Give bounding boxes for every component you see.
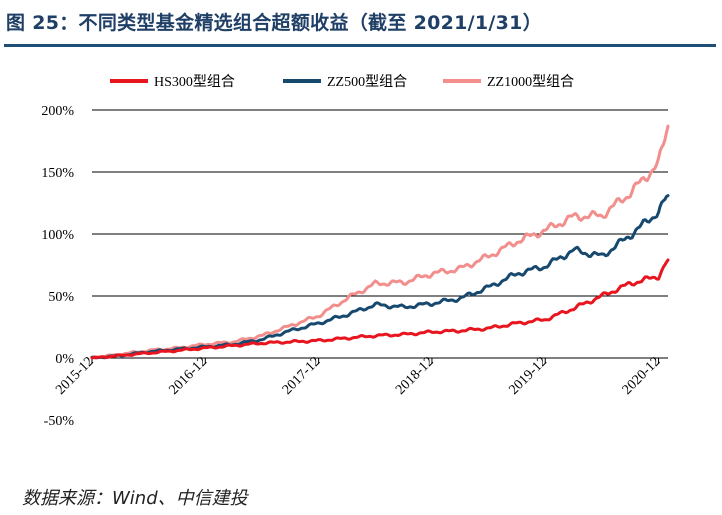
series-line	[90, 258, 670, 360]
x-tick-label: 2017-12	[280, 354, 324, 398]
y-tick-label: 50%	[48, 290, 74, 305]
page-title: 图 25：不同类型基金精选组合超额收益（截至 2021/1/31）	[6, 12, 542, 34]
x-axis: 2015-12 2016-12 2017-12 2018-12 2019-12 2020-…	[53, 354, 668, 398]
legend-label: ZZ500型组合	[327, 74, 407, 90]
y-tick-label: -50%	[44, 414, 75, 429]
y-tick-label: 0%	[55, 352, 74, 367]
chart-grid	[92, 109, 668, 297]
x-tick-label: 2018-12	[393, 354, 437, 398]
y-tick-label: 100%	[41, 228, 74, 243]
series-line	[90, 124, 670, 360]
title-bar: 图 25：不同类型基金精选组合超额收益（截至 2021/1/31）	[4, 6, 716, 47]
source-note: 数据来源：Wind、中信建投	[22, 488, 248, 509]
x-tick-label: 2020-12	[620, 354, 664, 398]
line-chart: HS300型组合 ZZ500型组合 ZZ1000型组合 200% 150% 100% 50…	[41, 74, 670, 429]
legend-label: HS300型组合	[154, 74, 235, 90]
y-tick-label: 200%	[41, 104, 74, 119]
chart-series	[90, 124, 670, 360]
chart-legend: HS300型组合 ZZ500型组合 ZZ1000型组合	[110, 74, 574, 90]
y-tick-label: 150%	[41, 166, 74, 181]
x-tick-label: 2019-12	[506, 354, 550, 398]
x-tick-label: 2016-12	[167, 354, 211, 398]
legend-label: ZZ1000型组合	[487, 74, 574, 90]
y-axis-ticks: 200% 150% 100% 50% 0% -50%	[41, 104, 74, 429]
